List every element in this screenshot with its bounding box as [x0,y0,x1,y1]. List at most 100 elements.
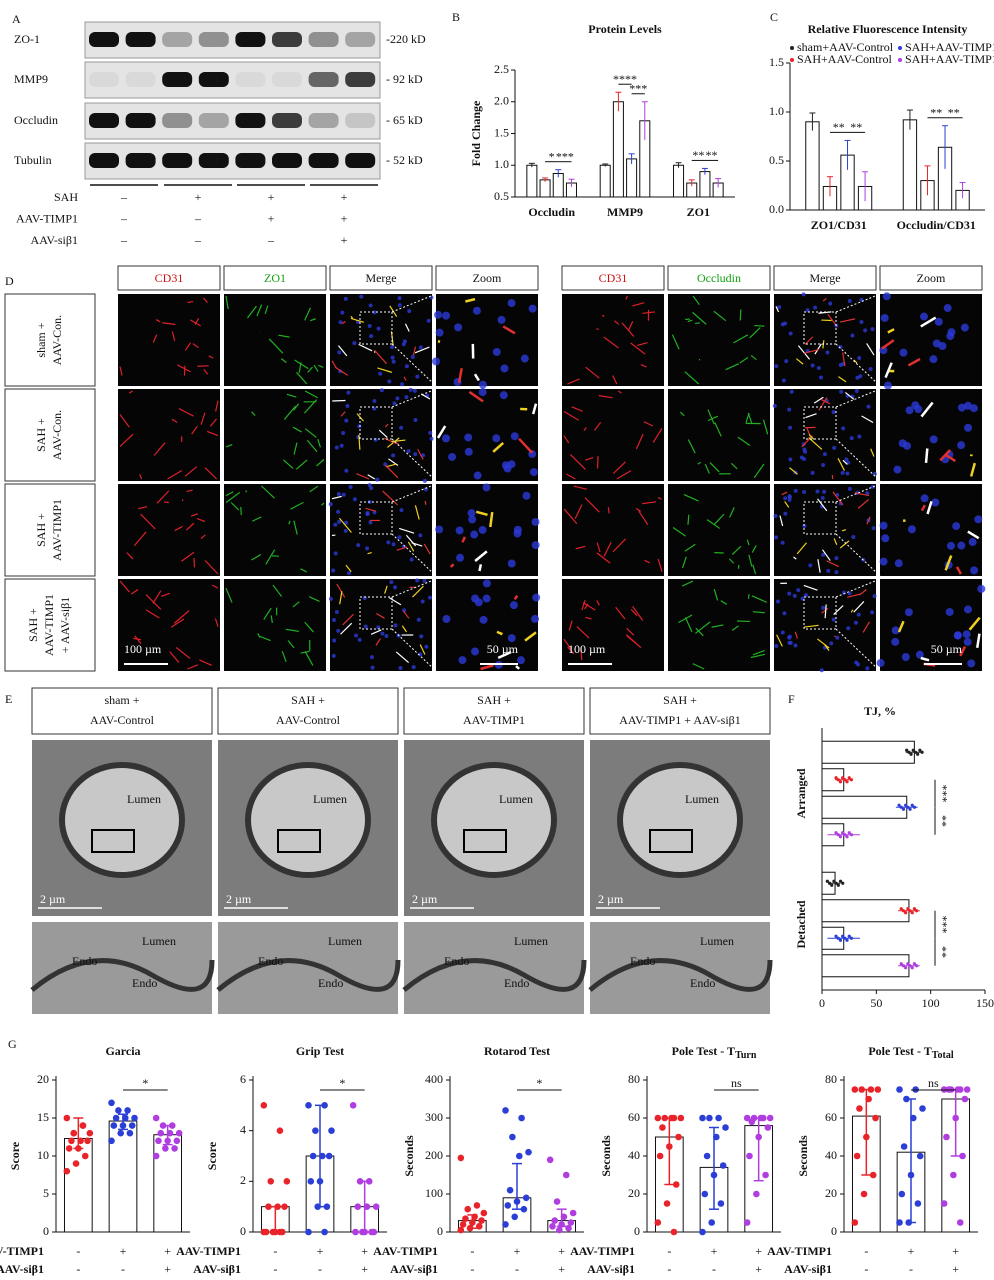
chart-title-main: Garcia [105,1044,140,1058]
nucleus [796,588,801,593]
nucleus [510,432,519,441]
row-label: AAV-TIMP1 [176,1244,241,1258]
significance-label: ns [928,1076,939,1090]
nucleus [520,354,529,363]
y-tick-label: 0 [831,1224,837,1238]
row-label: AAV-TIMP1 [570,1244,635,1258]
header-box [561,265,665,291]
nucleus [787,407,792,412]
data-point [171,1145,178,1152]
vessel [833,538,838,545]
micrograph [118,294,220,386]
micrograph [436,389,538,481]
data-dot [908,964,912,968]
row-mark: - [273,1262,277,1276]
data-point [112,1114,120,1122]
data-point [699,1228,706,1236]
nucleus [372,398,377,403]
data-dot [841,831,845,835]
vessel [725,363,740,371]
row-mark: - [470,1244,474,1258]
nucleus [379,388,384,393]
data-point [556,1226,563,1234]
data-point [717,1200,725,1207]
vessel [959,646,967,657]
nucleus [415,578,420,583]
em-zoom [32,922,212,1014]
data-point [173,1137,181,1145]
row-label: SAH + [26,608,40,642]
vessel [304,428,317,438]
data-point [260,1102,268,1109]
y-axis-label: Score [205,1141,219,1170]
data-point [267,1178,275,1185]
em-label: Endo [318,976,343,990]
significance-label: * [536,1076,542,1090]
vessel [601,314,605,317]
nucleus [482,594,491,603]
nucleus [819,668,824,673]
data-dot [905,748,909,752]
vessel [672,526,686,537]
vessel [720,600,728,605]
data-dot [825,879,829,883]
vessel [626,627,635,636]
data-point [851,1086,859,1093]
vessel [140,513,156,530]
nucleus [960,323,969,332]
vessel [126,552,134,560]
data-point [940,1200,948,1207]
vessel [296,371,308,385]
treatment-label: SAH [54,190,78,204]
vessel [191,425,198,435]
bar [821,795,908,819]
vessel [225,491,241,503]
row-label-box [4,578,96,672]
data-dot [911,748,915,752]
y-tick-label: 200 [425,1148,443,1162]
blot-band [235,113,266,128]
vessel [340,622,353,635]
em-label: Endo [630,954,655,968]
nucleus [363,624,368,629]
row-mark: + [952,1244,959,1258]
nucleus [813,305,818,310]
vessel [747,593,750,599]
data-point [480,1209,488,1217]
data-point [328,1127,335,1134]
header-box [403,687,585,735]
data-dot [907,750,911,754]
bar [902,119,918,211]
size-label: - 65 kD [386,113,423,127]
data-dot [845,938,849,942]
vessel [468,390,484,403]
nucleus [780,540,785,545]
data-dot [910,966,914,970]
y-tick-label: 100 [425,1186,443,1200]
data-point [349,1102,357,1109]
em-membrane [402,958,587,992]
vessel [818,397,828,411]
vessel [304,307,312,321]
significance-label: ** [692,148,704,162]
data-dot [836,936,840,940]
data-point [86,1129,94,1137]
vessel [272,584,283,597]
vessel [733,334,749,344]
nucleus [397,535,402,540]
nucleus [903,441,912,450]
y-axis-label: Seconds [402,1135,416,1177]
nucleus [346,571,351,576]
em-header: sham + [104,693,139,707]
micrograph [436,579,538,671]
roi-box [359,596,393,630]
nucleus [880,313,889,322]
nucleus [337,350,342,355]
vessel [339,591,343,605]
data-point [874,1086,882,1093]
x-tick-label: ZO1 [687,205,710,219]
data-point [699,1114,706,1122]
vessel [573,485,587,490]
nucleus [507,634,516,643]
vessel [335,366,349,376]
